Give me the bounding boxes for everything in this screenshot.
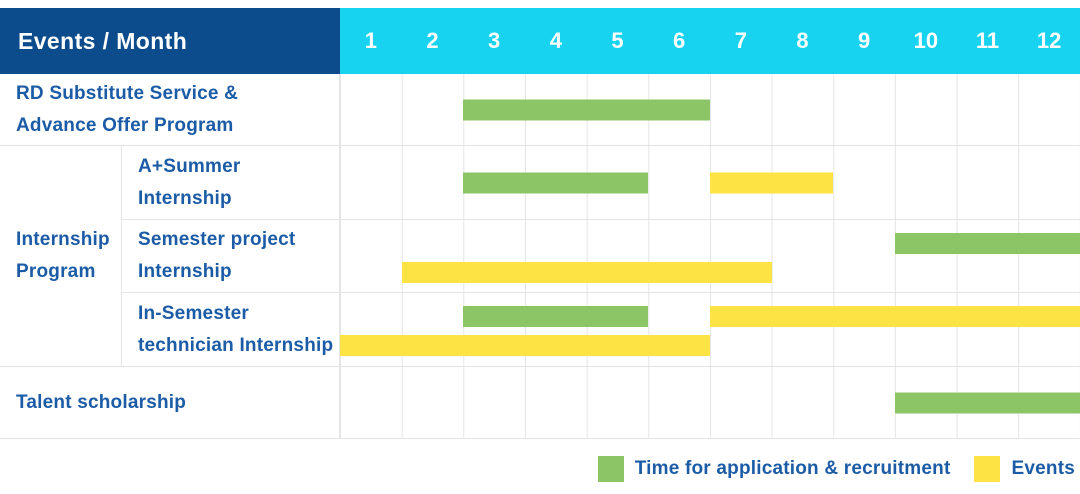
month-label: 1 [364,28,377,53]
events-month-header: Events / Month [0,8,340,74]
row-label-line: Semester project [138,229,296,250]
timeline-cell [340,367,1080,439]
row-sublabel: A+Summer Internship [122,146,340,220]
legend-item-events: Events [974,456,1075,482]
gantt-bar-application [463,306,649,327]
month-label: 5 [611,28,624,53]
month-label: 10 [913,28,939,53]
legend-label-events: Events [1011,458,1075,479]
timeline-cell [340,220,1080,293]
month-label: 12 [1036,28,1062,53]
timeline-cell [340,74,1080,146]
month-label: 6 [673,28,686,53]
month-label: 4 [549,28,562,53]
legend-item-application: Time for application & recruitment [597,456,951,482]
row-label-line: technician Internship [138,334,334,356]
row-label-line: Advance Offer Program [16,114,234,136]
row-label: RD Substitute Service & Advance Offer Pro… [0,74,340,146]
gantt-bar-application [895,392,1080,413]
gantt-bar-events [340,335,710,356]
group-label-line: Program [16,261,96,282]
gantt-bar-application [895,233,1080,254]
month-header-strip: 1 2 3 4 5 6 7 8 9 10 11 12 [340,8,1080,74]
row-label-line: A+Summer [138,155,241,177]
gantt-bar-application [463,172,649,193]
row-label: Talent scholarship [0,367,340,439]
gantt-bar-events [401,262,772,283]
row-sublabel: In-Semester technician Internship [122,293,340,367]
row-label-line: Talent scholarship [16,391,187,413]
month-label: 9 [858,28,871,53]
row-label-line: Internship [138,261,232,282]
group-label-line: Internship [16,229,110,250]
timeline-cell [340,293,1080,367]
gantt-bar-application [463,99,710,120]
row-label-line: Internship [138,187,232,209]
row-sublabel: Semester project Internship [122,220,340,293]
legend-swatch-application [597,456,624,482]
row-label-line: RD Substitute Service & [16,82,239,104]
group-label-internship-program: Internship Program [0,146,122,367]
schedule-body: RD Substitute Service & Advance Offer Pro… [0,74,1080,439]
month-label: 7 [734,28,747,53]
row-label-line: In-Semester [138,302,249,324]
legend-swatch-events [974,456,1001,482]
legend: Time for application & recruitment Events [597,456,1075,482]
legend-label-application: Time for application & recruitment [634,458,951,479]
timeline-cell [340,146,1080,220]
schedule-table: Events / Month 1 2 3 4 5 6 7 8 9 10 11 12 RD Substi… [0,8,1080,439]
gantt-bar-events [710,306,1080,327]
month-label: 8 [796,28,809,53]
gantt-bar-events [710,172,834,193]
month-label: 11 [975,28,1000,53]
month-label: 2 [426,28,439,53]
month-label: 3 [488,28,501,53]
table-header-row: Events / Month 1 2 3 4 5 6 7 8 9 10 11 12 [0,8,1080,74]
